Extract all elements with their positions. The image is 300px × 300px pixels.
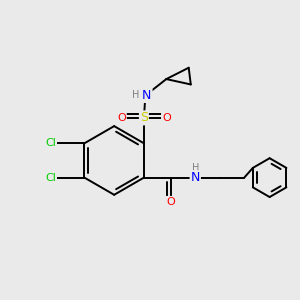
Text: H: H [132,90,140,100]
Text: Cl: Cl [45,138,56,148]
Text: O: O [167,197,175,207]
Text: H: H [192,163,199,173]
Text: O: O [117,113,126,123]
Text: N: N [190,171,200,184]
Text: N: N [142,89,152,102]
Text: O: O [162,113,171,123]
Text: S: S [140,111,148,124]
Text: Cl: Cl [45,172,56,183]
